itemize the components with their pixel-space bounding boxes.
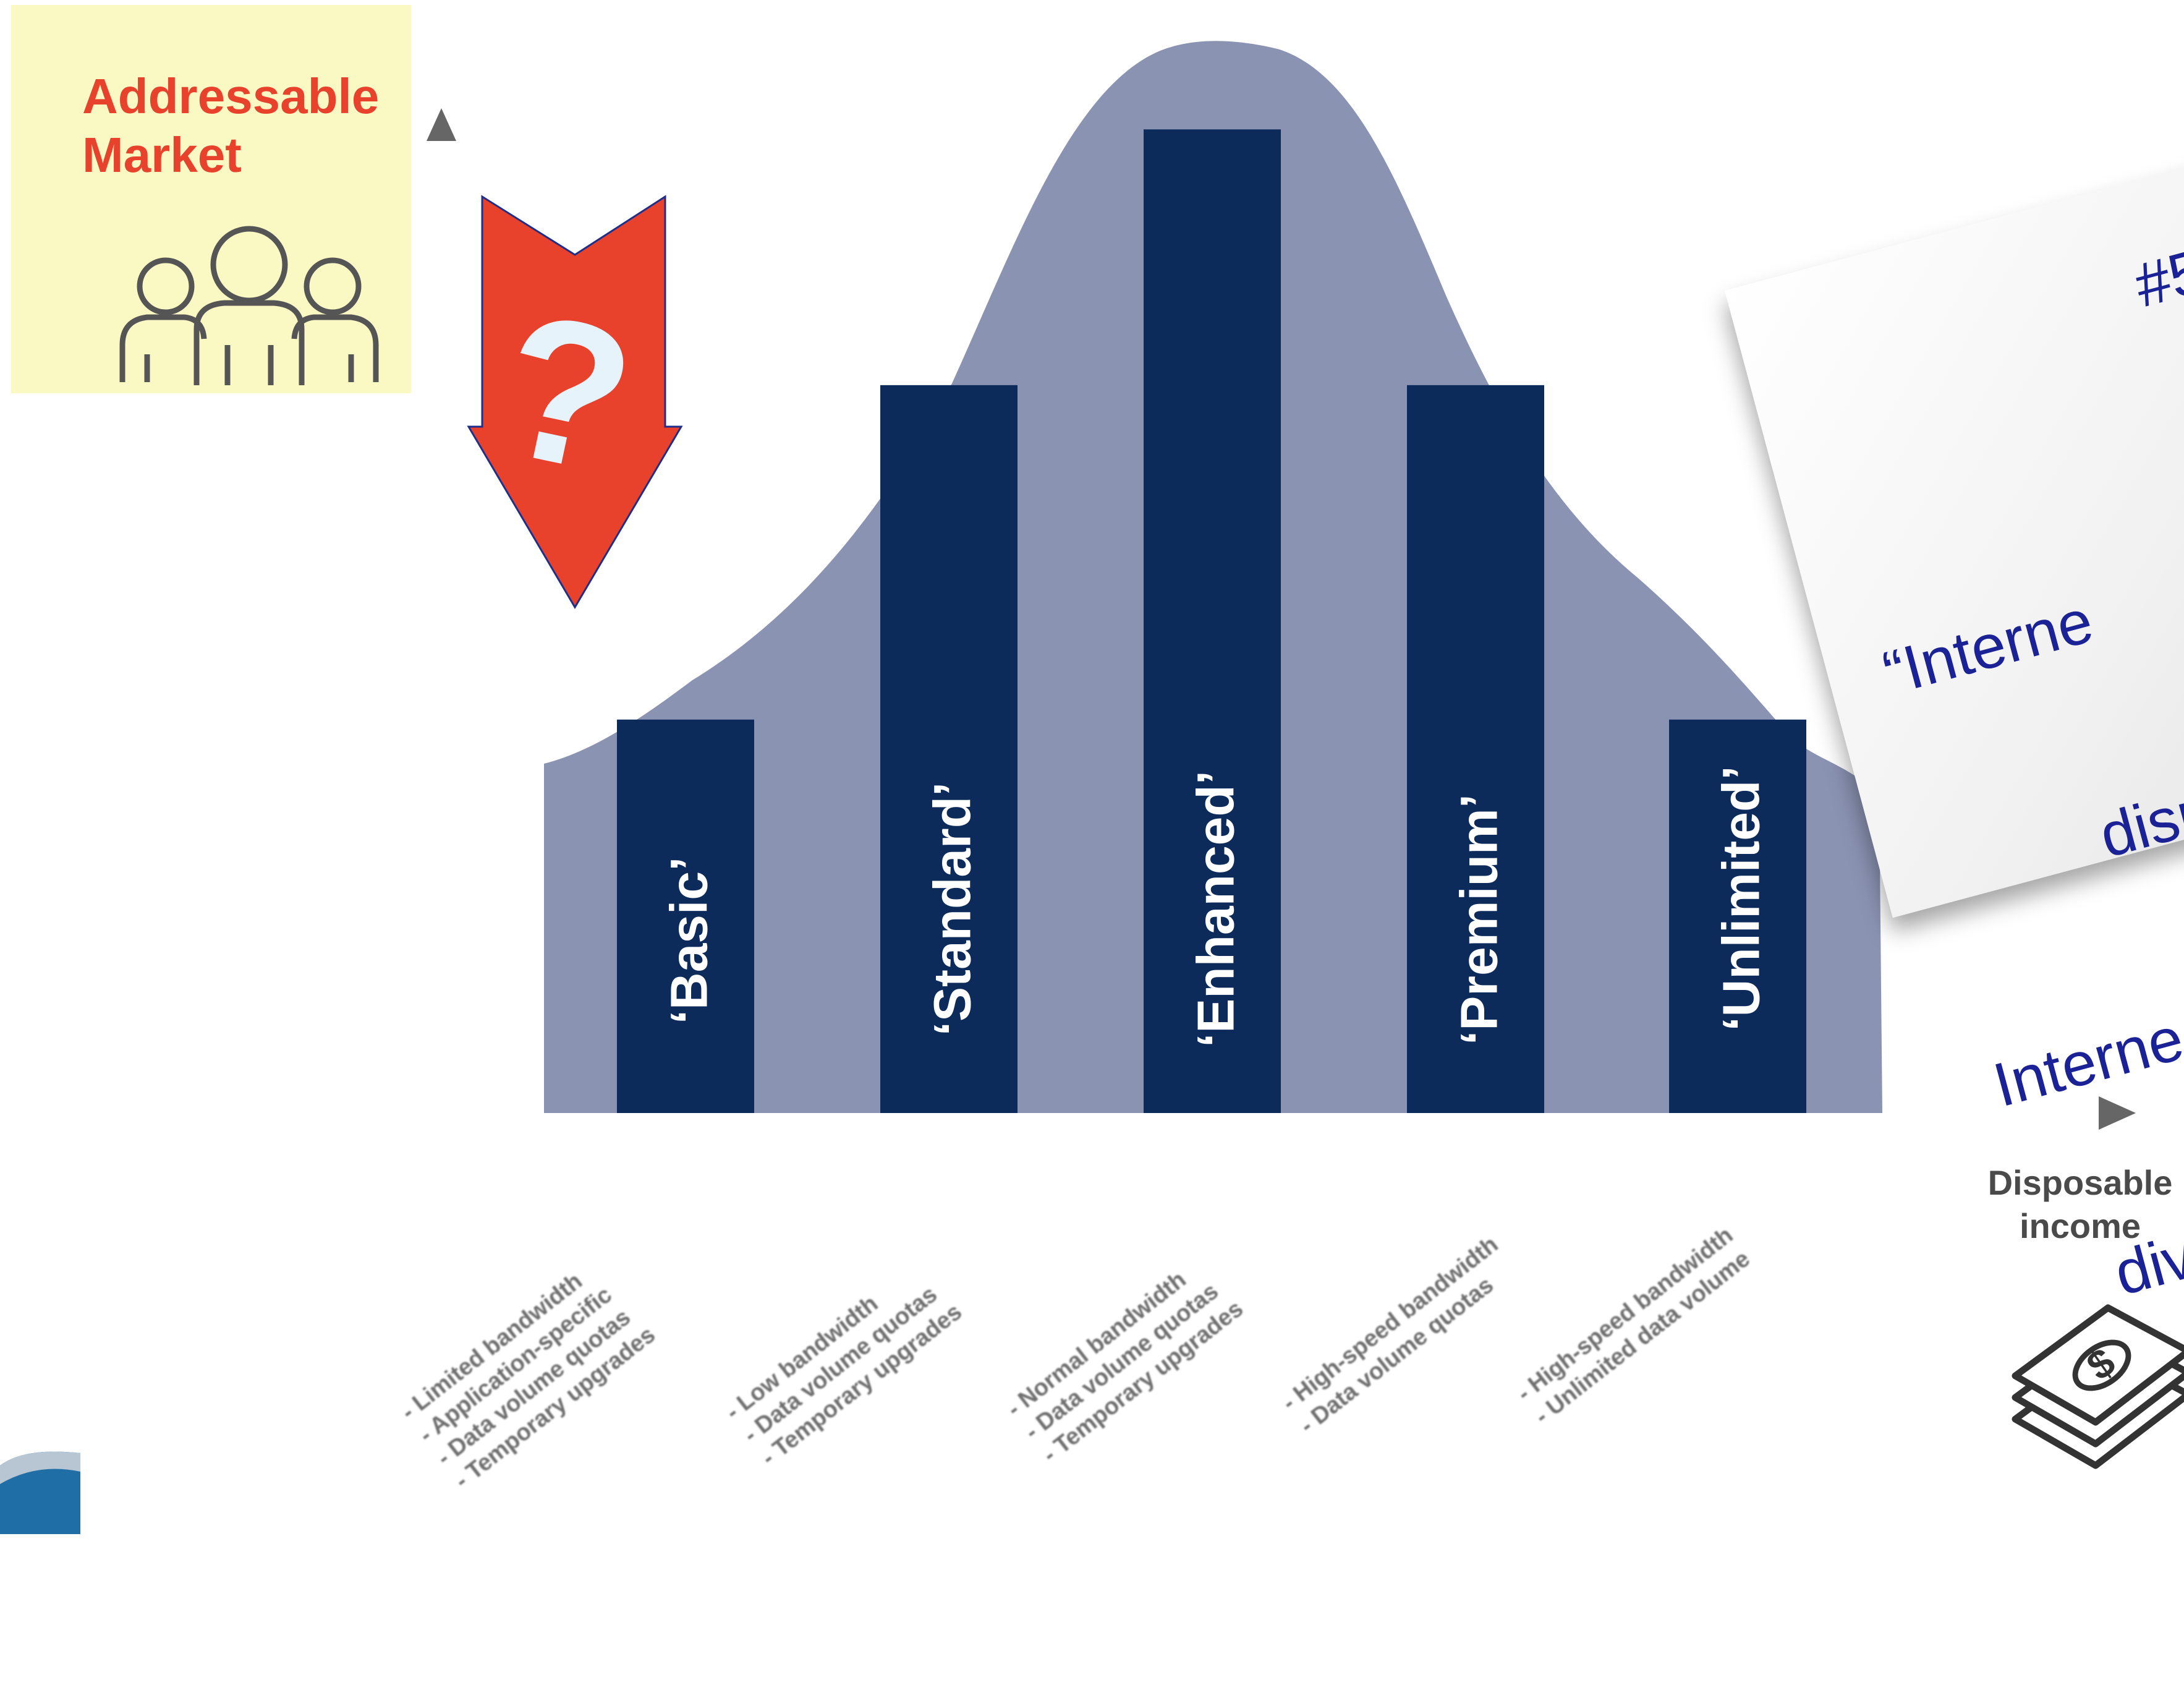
x-axis-label: Disposable income [1987,1163,2173,1245]
addressable-market-box: Addressable Market [11,5,411,393]
bar-label-3: ‘Enhanced’ [1186,770,1245,1048]
bars-group [617,129,1806,1114]
bar-label-5: ‘Unlimited’ [1712,766,1770,1031]
y-axis-arrowhead [427,108,456,141]
bar-1 [617,719,754,1113]
logo-icon [0,1451,80,1534]
bar-label-1: ‘Basic’ [660,856,718,1025]
bar-4 [1407,385,1544,1114]
money-stack-icon: $ [2012,1304,2184,1469]
note-line: Ka [2097,1305,2184,1534]
bar-5 [1669,719,1806,1113]
market-title: Addressable Market [82,69,380,182]
down-arrow-icon [467,195,683,609]
bar-3 [1144,129,1281,1113]
note-line: Interne [1986,1003,2184,1120]
people-group-icon [119,226,379,385]
slide: Addressable Market [0,5,2184,1534]
note-line: “Interne [1876,586,2100,709]
note-line: divide [2107,1200,2184,1309]
tier-chart [427,41,2136,1130]
x-axis-arrowhead [2099,1096,2136,1130]
bar-label-2: ‘Standard’ [923,782,982,1036]
note-line: dism [2093,770,2184,871]
bar-2 [880,385,1018,1114]
bar-label-4: ‘Premium’ [1450,793,1508,1046]
note-hash: #5 [2127,236,2184,321]
